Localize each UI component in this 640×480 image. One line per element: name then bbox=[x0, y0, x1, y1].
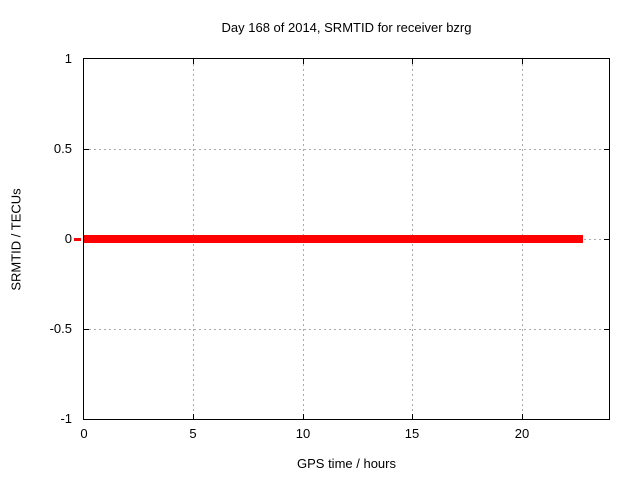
tick-mark-bottom-5h bbox=[193, 414, 194, 419]
data-line-srmtid bbox=[84, 235, 583, 243]
y-axis-label-text: SRMTID / TECUs bbox=[8, 187, 24, 291]
x-tick-label-20: 20 bbox=[514, 426, 530, 441]
x-tick-label-0: 0 bbox=[80, 426, 88, 441]
y-tick-label-m1: -1 bbox=[60, 411, 72, 426]
y-tick-label-0: 0 bbox=[64, 231, 72, 246]
x-axis-label: GPS time / hours bbox=[297, 456, 396, 471]
x-tick-label-15: 15 bbox=[404, 426, 420, 441]
tick-mark-right-m0p5 bbox=[604, 329, 609, 330]
tick-mark-bottom-20h bbox=[522, 414, 523, 419]
tick-mark-bottom-10h bbox=[303, 414, 304, 419]
x-tick-label-5: 5 bbox=[189, 426, 197, 441]
tick-mark-top-20h bbox=[522, 59, 523, 64]
tick-mark-left-m0p5 bbox=[84, 329, 89, 330]
y-tick-label-1: 1 bbox=[64, 51, 72, 66]
grid-line-horizontal-m0p5 bbox=[84, 329, 609, 330]
y-tick-label-m0p5: -0.5 bbox=[49, 321, 72, 336]
y-tick-label-0p5: 0.5 bbox=[53, 141, 72, 156]
tick-mark-right-0 bbox=[604, 239, 609, 240]
data-line-left-cap bbox=[74, 238, 81, 241]
plot-area bbox=[74, 58, 610, 420]
chart-title: Day 168 of 2014, SRMTID for receiver bzr… bbox=[221, 20, 472, 35]
tick-mark-right-0p5 bbox=[604, 149, 609, 150]
x-tick-label-10: 10 bbox=[295, 426, 311, 441]
y-axis-label: SRMTID / TECUs bbox=[6, 58, 26, 420]
grid-line-horizontal-0p5 bbox=[84, 149, 609, 150]
tick-mark-bottom-15h bbox=[412, 414, 413, 419]
tick-mark-top-15h bbox=[412, 59, 413, 64]
tick-mark-left-0p5 bbox=[84, 149, 89, 150]
tick-mark-top-5h bbox=[193, 59, 194, 64]
tick-mark-top-10h bbox=[303, 59, 304, 64]
